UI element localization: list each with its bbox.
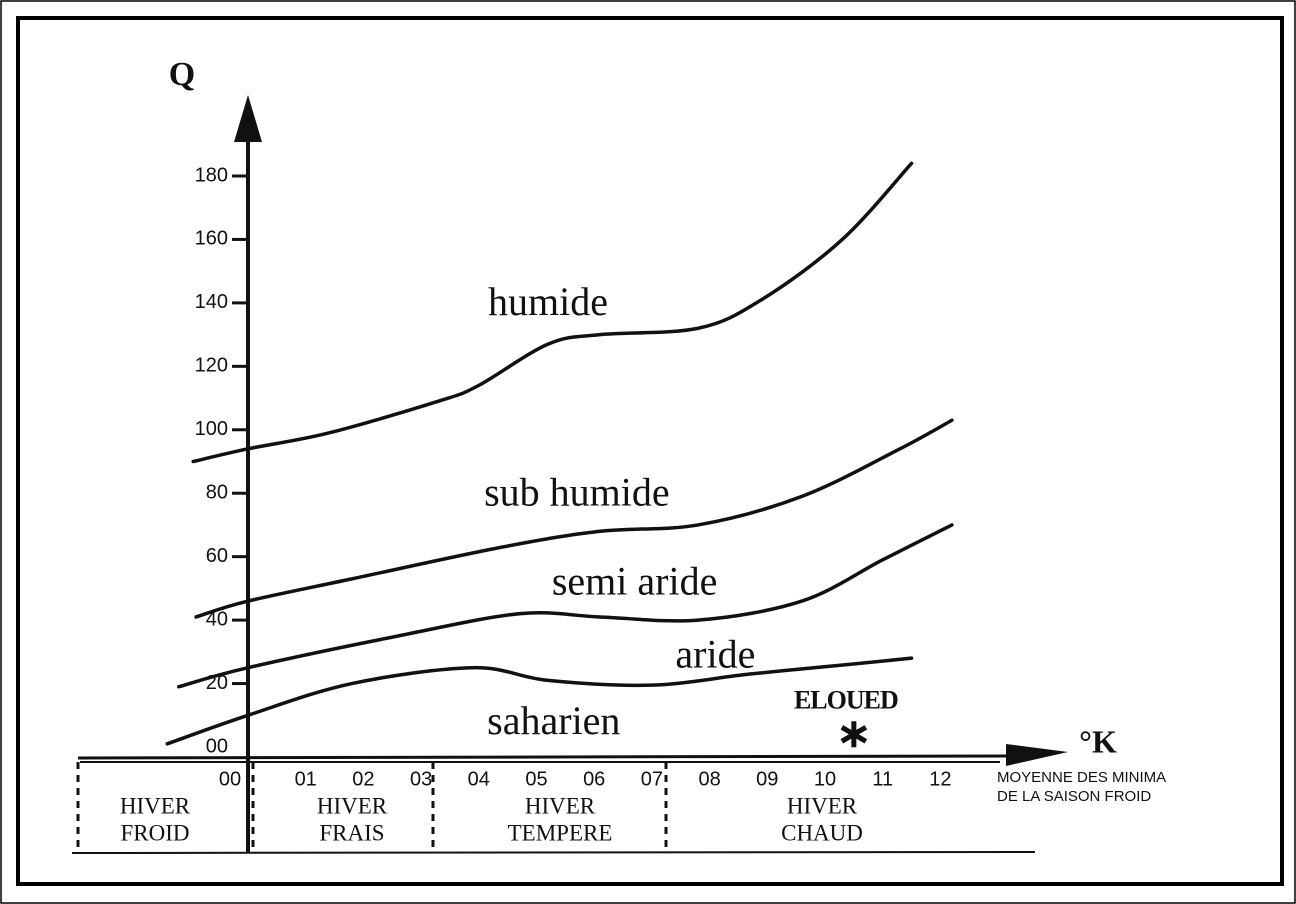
boundary-curve (191, 161, 914, 464)
y-tick-label: 60 (206, 545, 228, 567)
winter-label: TEMPERE (508, 820, 613, 845)
x-tick-label: 03 (410, 768, 432, 790)
y-tick-label: 100 (195, 418, 228, 440)
zone-label: semi aride (552, 558, 718, 603)
y-tick-label: 180 (195, 164, 228, 186)
winter-label: FROID (120, 820, 189, 845)
x-tick-label: 11 (872, 768, 893, 790)
x-label: °K (1079, 723, 1117, 759)
x-tick-label: 05 (525, 768, 547, 790)
station-marker (840, 721, 868, 748)
inner-frame (16, 16, 1284, 886)
zone-label: humide (488, 279, 608, 324)
winter-label: HIVER (525, 793, 596, 818)
winter-label: HIVER (317, 793, 388, 818)
x-tick-label: 04 (468, 768, 490, 790)
winter-label: HIVER (120, 793, 191, 818)
x-note: DE LA SAISON FROID (997, 788, 1151, 805)
y-label: Q (169, 56, 195, 93)
x-tick-label: 08 (698, 768, 720, 790)
x-tick-label: 12 (929, 768, 951, 790)
x-tick-label: 06 (583, 768, 605, 790)
x-tick-label: 10 (814, 768, 836, 790)
y-arrow (234, 95, 262, 142)
zone-label: saharien (487, 698, 620, 743)
x-axis (77, 754, 1013, 760)
x-tick-label: 07 (641, 768, 663, 790)
boundary-curve (165, 656, 914, 746)
y-tick-label: 120 (195, 355, 228, 377)
zone-label: sub humide (484, 470, 670, 515)
y-tick-label: 80 (206, 482, 228, 504)
x-tick-label: 09 (756, 768, 778, 790)
winter-label: CHAUD (781, 820, 863, 845)
y-tick-label: 160 (195, 228, 228, 250)
x-arrow (1006, 744, 1068, 766)
band-bottom (71, 851, 1036, 854)
station-label: ELOUED (794, 685, 898, 714)
y-tick-label: 40 (206, 608, 228, 630)
x-tick-label: 02 (352, 768, 374, 790)
y-tick-label: 00 (206, 735, 228, 757)
winter-label: HIVER (787, 793, 858, 818)
boundary-curve (194, 418, 954, 619)
x-note: MOYENNE DES MINIMA (997, 769, 1166, 786)
x-tick-label: 00 (219, 768, 241, 790)
winter-label: FRAIS (319, 820, 384, 845)
band-dividers (76, 762, 668, 853)
y-tick-label: 140 (195, 291, 228, 313)
boundary-curve (177, 523, 954, 689)
x-tick-label: 01 (295, 768, 317, 790)
zone-label: aride (675, 631, 755, 676)
